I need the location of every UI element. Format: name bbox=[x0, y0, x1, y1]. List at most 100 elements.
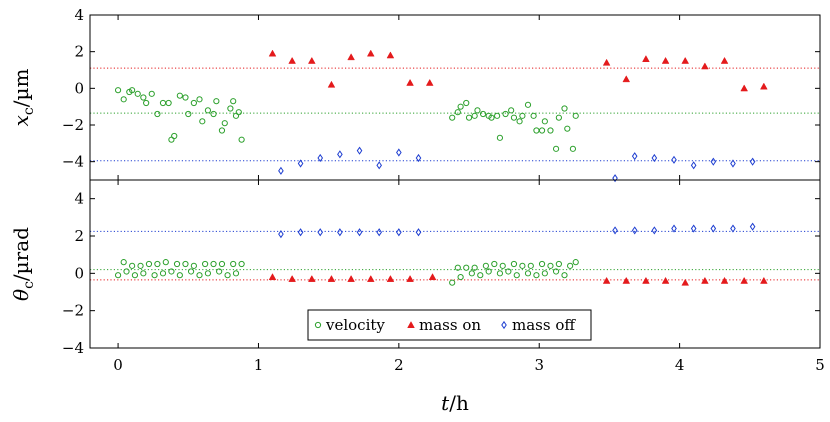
data-point-velocity bbox=[168, 268, 175, 275]
data-point-velocity bbox=[449, 279, 456, 286]
data-point-mass_off bbox=[690, 161, 697, 170]
data-point-mass_on bbox=[661, 276, 670, 284]
data-point-mass_off bbox=[651, 153, 658, 163]
legend: velocity mass on mass off bbox=[307, 309, 592, 341]
data-point-velocity bbox=[474, 107, 481, 114]
data-point-velocity bbox=[140, 94, 147, 101]
data-point-velocity bbox=[516, 118, 523, 125]
data-point-velocity bbox=[182, 94, 189, 101]
y-axis-label: xc/µm bbox=[9, 69, 37, 127]
y-tick-label: −2 bbox=[62, 302, 84, 320]
data-point-mass_on bbox=[406, 275, 414, 282]
y-tick-label: −4 bbox=[62, 153, 84, 171]
data-point-velocity bbox=[232, 270, 240, 277]
data-point-mass_on bbox=[406, 78, 414, 86]
y-tick-label: −4 bbox=[62, 339, 84, 357]
data-point-velocity bbox=[134, 90, 141, 97]
data-point-mass_on bbox=[366, 275, 375, 282]
y-axis-label-unit: /µm bbox=[9, 69, 33, 108]
data-point-velocity bbox=[564, 125, 571, 132]
data-point-mass_on bbox=[740, 84, 749, 92]
data-point-mass_off bbox=[710, 157, 717, 166]
data-point-velocity bbox=[123, 268, 130, 275]
data-point-mass_on bbox=[602, 58, 611, 66]
data-point-velocity bbox=[171, 132, 178, 140]
data-point-velocity bbox=[145, 260, 153, 268]
data-point-velocity bbox=[471, 112, 478, 119]
legend-marker-mass_on bbox=[407, 321, 415, 328]
y-tick-label: 0 bbox=[74, 79, 84, 97]
y-tick-label: 4 bbox=[74, 6, 84, 24]
data-point-mass_on bbox=[327, 80, 336, 88]
data-point-mass_off bbox=[317, 153, 324, 163]
data-point-velocity bbox=[538, 260, 546, 268]
data-point-velocity bbox=[168, 136, 175, 143]
data-point-velocity bbox=[547, 262, 554, 269]
data-point-mass_on bbox=[740, 276, 749, 284]
data-point-velocity bbox=[204, 270, 212, 277]
y-axis-label-subscript: c bbox=[21, 107, 37, 115]
data-point-mass_off bbox=[297, 159, 304, 168]
data-point-velocity bbox=[533, 127, 540, 134]
data-point-velocity bbox=[120, 96, 127, 103]
data-point-mass_on bbox=[268, 273, 277, 281]
x-axis-label-unit: /h bbox=[449, 391, 469, 415]
data-point-velocity bbox=[114, 87, 122, 94]
data-point-velocity bbox=[190, 99, 197, 107]
data-point-velocity bbox=[561, 272, 568, 279]
data-point-mass_off bbox=[671, 224, 677, 233]
data-point-velocity bbox=[510, 114, 518, 121]
data-point-mass_on bbox=[760, 276, 768, 284]
legend-marker-mass_off bbox=[501, 320, 507, 330]
y-tick-label: 0 bbox=[74, 264, 84, 282]
data-point-velocity bbox=[210, 260, 217, 268]
data-point-mass_off bbox=[671, 155, 677, 164]
y-tick-label: 2 bbox=[74, 227, 84, 245]
data-point-velocity bbox=[154, 260, 161, 268]
data-point-velocity bbox=[165, 99, 172, 107]
data-point-mass_off bbox=[710, 224, 717, 233]
data-point-velocity bbox=[224, 272, 231, 279]
y-tick-label: −2 bbox=[62, 116, 84, 134]
data-point-mass_off bbox=[337, 150, 343, 159]
data-point-velocity bbox=[555, 260, 562, 268]
data-point-velocity bbox=[488, 114, 495, 121]
data-point-velocity bbox=[533, 272, 540, 279]
data-point-velocity bbox=[199, 118, 206, 125]
data-point-velocity bbox=[129, 262, 136, 269]
legend-marker-velocity bbox=[314, 321, 322, 329]
data-point-velocity bbox=[129, 87, 136, 94]
data-point-velocity bbox=[221, 120, 228, 127]
data-point-mass_on bbox=[347, 53, 355, 61]
data-point-mass_on bbox=[288, 56, 296, 64]
x-tick-label: 5 bbox=[815, 356, 825, 374]
data-point-mass_on bbox=[386, 51, 395, 59]
data-point-velocity bbox=[159, 270, 167, 277]
data-point-velocity bbox=[569, 145, 577, 152]
y-tick-label: 2 bbox=[74, 43, 84, 61]
data-point-velocity bbox=[519, 262, 526, 269]
data-point-velocity bbox=[457, 273, 464, 281]
data-point-velocity bbox=[213, 98, 220, 105]
legend-box bbox=[307, 309, 592, 341]
data-point-velocity bbox=[176, 92, 183, 99]
data-point-velocity bbox=[230, 260, 237, 268]
data-point-mass_on bbox=[720, 276, 729, 284]
data-point-mass_off bbox=[690, 224, 697, 233]
data-point-velocity bbox=[538, 127, 546, 134]
data-point-velocity bbox=[552, 268, 560, 275]
data-point-mass_on bbox=[425, 78, 434, 86]
data-point-mass_on bbox=[327, 275, 336, 282]
data-point-mass_off bbox=[631, 226, 638, 235]
data-point-mass_off bbox=[651, 226, 658, 235]
data-point-velocity bbox=[230, 98, 237, 105]
data-point-mass_off bbox=[749, 157, 756, 166]
data-point-mass_on bbox=[307, 275, 316, 282]
data-point-velocity bbox=[148, 90, 155, 97]
legend-label-mass_on: mass on bbox=[419, 316, 481, 334]
data-point-velocity bbox=[463, 99, 470, 107]
data-point-velocity bbox=[547, 127, 554, 134]
data-point-velocity bbox=[572, 259, 579, 266]
